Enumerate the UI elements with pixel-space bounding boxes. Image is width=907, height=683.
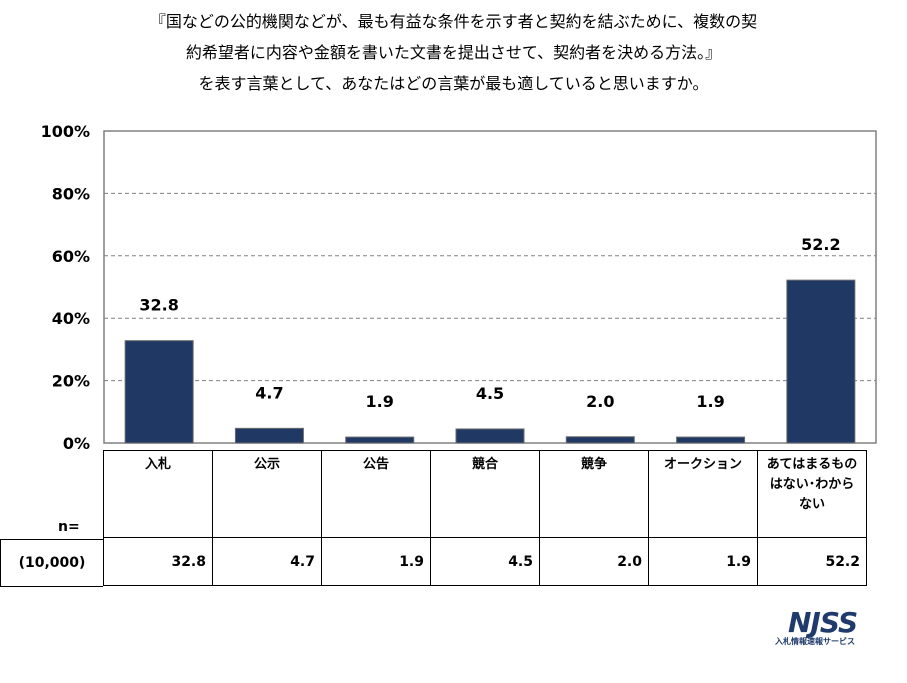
value-cell: 2.0 [539,537,649,586]
value-cell: 4.7 [212,537,322,586]
value-row: 32.8 4.7 1.9 4.5 2.0 1.9 52.2 [103,537,867,586]
category-cell: 公示 [212,450,322,538]
data-label: 1.9 [696,392,724,411]
question-line-1: 『国などの公的機関などが、最も有益な条件を示す者と契約を結ぶために、複数の契 [149,12,758,31]
question-line-2: 約希望者に内容や金額を書いた文書を提出させて、契約者を決める方法。』 [185,43,722,62]
y-tick-label: 40% [52,309,90,328]
y-tick-label: 100% [41,122,90,141]
category-cell: あてはまるもの はない･わから ない [757,450,867,538]
question-title: 『国などの公的機関などが、最も有益な条件を示す者と契約を結ぶために、複数の契 約… [0,6,907,99]
value-cell: 4.5 [430,537,540,586]
data-label: 2.0 [586,392,614,411]
bar-chart: 0% 20% 40% 60% 80% 100% 32.8 4.7 1.9 4.5 2.0 1.9 52.… [41,122,877,450]
bar [234,427,304,444]
bar [455,428,525,444]
bar [345,436,415,444]
data-label: 52.2 [801,235,840,254]
n-total: (10,000) [0,539,103,587]
logo-subtitle: 入札情報速報サービス [775,637,855,646]
category-cell: オークション [648,450,758,538]
n-label: n= [58,519,80,535]
data-table: 入札 公示 公告 競合 競争 オークション あてはまるもの はない･わから ない 32.8 4.7… [103,450,867,586]
category-cell: 入札 [103,450,213,538]
data-label: 4.7 [255,383,283,402]
value-cell: 1.9 [648,537,758,586]
y-tick-label: 0% [63,434,90,450]
y-tick-label: 80% [52,184,90,203]
bar [565,436,635,444]
bar [676,436,746,444]
njss-logo: NJSS [788,606,858,639]
value-cell: 1.9 [321,537,431,586]
question-line-3: を表す言葉として、あなたはどの言葉が最も適していると思いますか。 [198,74,709,93]
y-tick-label: 60% [52,247,90,266]
data-label: 4.5 [476,384,504,403]
category-row: 入札 公示 公告 競合 競争 オークション あてはまるもの はない･わから ない [103,450,867,538]
bar [786,279,856,444]
data-label: 1.9 [366,392,394,411]
data-label: 32.8 [139,296,178,315]
bar [124,340,194,444]
category-cell: 競争 [539,450,649,538]
value-cell: 52.2 [757,537,867,586]
category-cell: 競合 [430,450,540,538]
value-cell: 32.8 [103,537,213,586]
category-cell: 公告 [321,450,431,538]
y-tick-label: 20% [52,372,90,391]
logo-mark: NJSS [788,606,857,639]
